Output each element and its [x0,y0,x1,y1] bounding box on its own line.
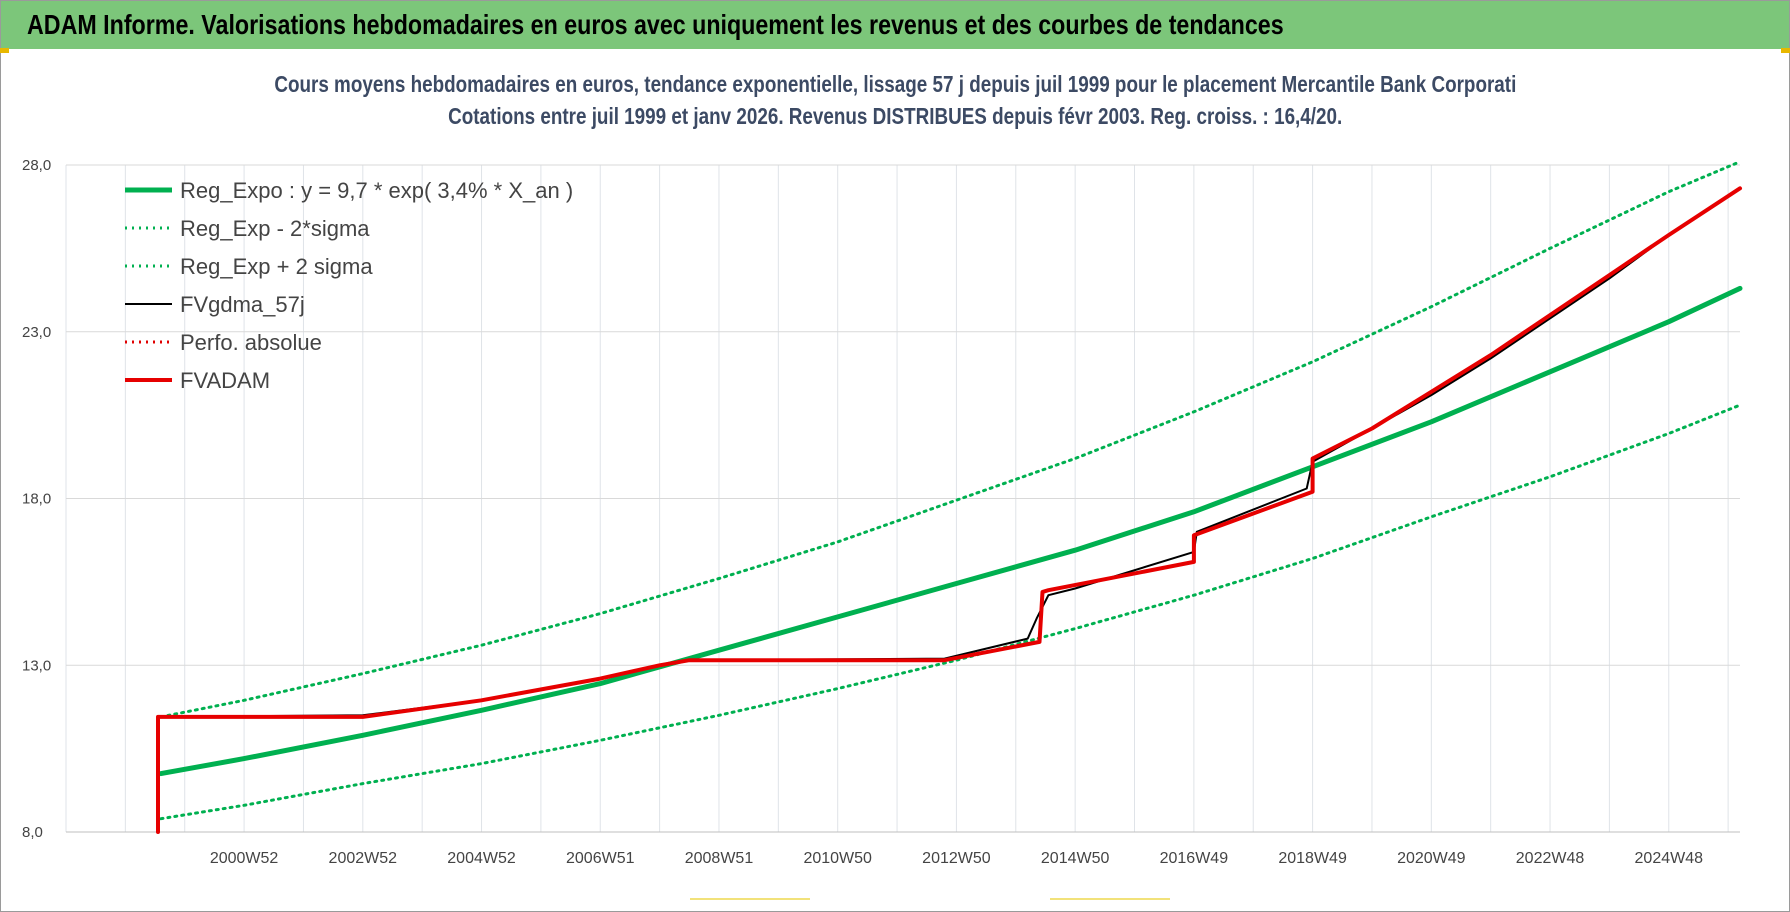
y-tick-label: 18,0 [22,491,51,508]
x-tick-label: 2024W48 [1635,850,1704,867]
legend-entry: FVADAM [180,368,270,393]
x-tick-label: 2000W52 [210,850,279,867]
y-tick-label: 28,0 [22,157,51,174]
x-tick-label: 2020W49 [1397,850,1466,867]
series-line-3 [160,187,1741,718]
legend-entry: FVgdma_57j [180,292,305,317]
series-line-0 [158,285,1743,777]
report-title: ADAM Informe. Valorisations hebdomadaire… [27,9,1284,40]
legend-entry: Perfo. absolue [180,330,322,355]
series-line-2 [159,160,1742,719]
x-tick-label: 2016W49 [1160,850,1229,867]
x-tick-label: 2010W50 [803,850,872,867]
y-tick-label: 23,0 [22,324,51,341]
corner-mark-right [1781,48,1790,53]
x-tick-label: 2008W51 [685,850,754,867]
series-line-5 [156,186,1742,834]
report-banner: ADAM Informe. Valorisations hebdomadaire… [1,1,1789,49]
x-tick-label: 2022W48 [1516,850,1585,867]
x-tick-label: 2014W50 [1041,850,1110,867]
legend-entry: Reg_Exp + 2 sigma [180,254,373,279]
x-tick-label: 2002W52 [329,850,398,867]
x-tick-label: 2004W52 [447,850,516,867]
x-tick-label: 2006W51 [566,850,635,867]
y-tick-label: 13,0 [22,657,51,674]
bottom-highlight-mark [1050,898,1170,900]
chart-subtitle: Cotations entre juil 1999 et janv 2026. … [447,103,1343,129]
y-tick-label: 8,0 [22,824,43,841]
series-line-1 [159,403,1742,821]
x-tick-label: 2012W50 [922,850,991,867]
legend-entry: Reg_Exp - 2*sigma [180,216,370,241]
legend-entry: Reg_Expo : y = 9,7 * exp( 3,4% * X_an ) [180,178,573,203]
bottom-highlight-mark [690,898,810,900]
chart-title: Cours moyens hebdomadaires en euros, ten… [273,71,1516,97]
corner-mark-left [0,48,9,53]
x-tick-label: 2018W49 [1278,850,1347,867]
